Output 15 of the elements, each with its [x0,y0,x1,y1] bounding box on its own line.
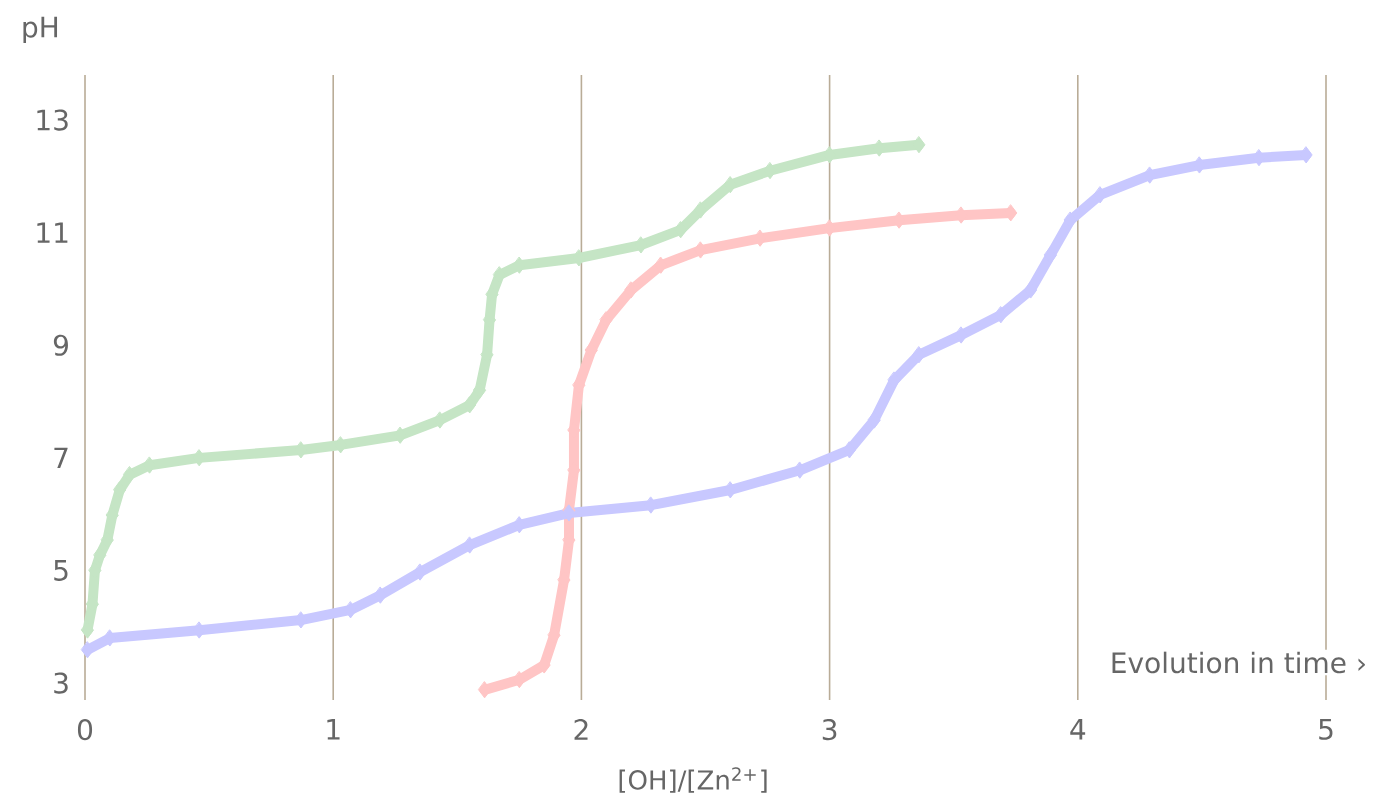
x-axis-title: [OH]/[Zn$^{2+}$] [619,767,767,793]
y-tick-label: 13 [37,109,68,131]
x-tick-label: 5 [1319,719,1333,740]
x-tick-label: 1 [327,719,340,740]
x-tick-label: 3 [822,719,837,741]
y-tick-label: 9 [53,334,68,356]
x-tick-label: 2 [574,719,588,740]
y-axis-title: pH [23,16,58,44]
annotation: Evolution in time › [1112,651,1365,674]
x-tick-label: 4 [1070,719,1086,740]
y-tick-label: 5 [54,560,68,581]
y-tick-label: 3 [54,672,68,694]
y-tick-label: 11 [37,222,68,243]
y-tick-label: 7 [54,447,68,469]
x-tick-label: 0 [77,719,93,741]
